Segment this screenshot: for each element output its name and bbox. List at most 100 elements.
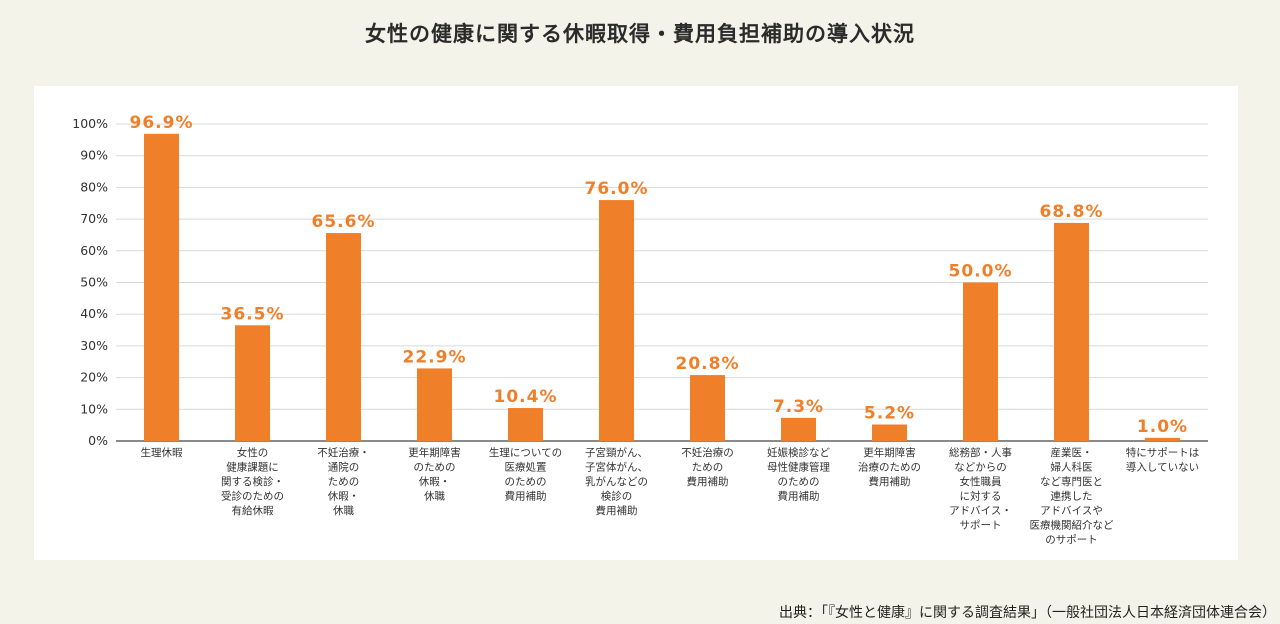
category-label-line: 子宮頸がん、	[585, 446, 648, 459]
y-tick-label: 90%	[80, 148, 108, 163]
category-label-line: 総務部・人事	[949, 446, 1012, 459]
category-label-line: 医療処置	[505, 461, 547, 474]
value-label: 68.8%	[1040, 202, 1104, 222]
bar	[1054, 222, 1089, 441]
category-label-line: 生理休暇	[141, 446, 183, 459]
bar	[599, 200, 634, 441]
category-label-line: アドバイスや	[1040, 505, 1103, 517]
category-label-line: 妊娠検診など	[767, 446, 830, 459]
value-label: 96.9%	[130, 113, 194, 133]
category-label-line: 女性職員	[960, 475, 1002, 488]
category-label-line: 医療機関紹介など	[1030, 519, 1114, 532]
category-label-line: 受診のための	[221, 490, 284, 503]
category-label: 妊娠検診など母性健康管理のための費用補助	[767, 446, 830, 503]
category-label-line: 生理についての	[489, 446, 562, 459]
y-tick-label: 0%	[88, 433, 108, 448]
y-tick-label: 80%	[80, 179, 108, 194]
category-label-line: 休職	[424, 491, 445, 503]
category-label-line: サポート	[960, 520, 1002, 532]
y-tick-label: 60%	[80, 243, 108, 258]
category-label-line: 導入していない	[1126, 461, 1199, 474]
category-label-line: ための	[328, 476, 360, 488]
bar-chart: 0% 10% 20% 30% 40% 50% 60% 70% 80% 90% 100% 96.9% 生理…	[72, 113, 1208, 546]
value-label: 1.0%	[1137, 417, 1188, 437]
category-label: 不妊治療のための費用補助	[681, 446, 734, 488]
category-label-line: 更年期障害	[408, 446, 461, 459]
category-label-line: ための	[692, 462, 724, 474]
category-label-line: アドバイス・	[949, 505, 1012, 517]
source-citation: 出典：「『女性と健康』に関する調査結果」（一般社団法人日本経済団体連合会）	[779, 605, 1276, 621]
category-label-line: 不妊治療・	[317, 446, 370, 459]
category-label-line: に対する	[960, 490, 1002, 503]
category-label-line: 関する検診・	[221, 475, 284, 488]
category-label-line: などからの	[954, 462, 1007, 474]
category-label: 子宮頸がん、子宮体がん、乳がんなどの検診の費用補助	[585, 446, 648, 517]
bar	[872, 424, 907, 441]
value-label: 50.0%	[949, 262, 1013, 282]
bar	[963, 282, 998, 441]
category-label-line: 費用補助	[596, 504, 638, 517]
category-label-line: 費用補助	[869, 475, 911, 488]
category-label-line: 女性の	[237, 446, 269, 459]
value-label: 22.9%	[403, 347, 467, 367]
bar	[417, 368, 452, 441]
category-label-line: のサポート	[1045, 534, 1098, 546]
y-tick-label: 100%	[72, 116, 108, 131]
category-label-line: のための	[505, 476, 547, 488]
bar	[508, 408, 543, 441]
category-label-line: 更年期障害	[863, 446, 916, 459]
category-label-line: 通院の	[328, 461, 360, 474]
bar	[781, 417, 816, 441]
category-label: 女性の健康課題に関する検診・受診のための有給休暇	[221, 446, 284, 517]
bar	[1145, 437, 1180, 441]
category-label: 不妊治療・通院のための休暇・休職	[317, 446, 370, 517]
category-label-line: 費用補助	[505, 490, 547, 503]
bar	[690, 375, 725, 441]
chart-title: 女性の健康に関する休暇取得・費用負担補助の導入状況	[365, 22, 915, 46]
category-label-line: 母性健康管理	[767, 461, 830, 474]
y-tick-label: 20%	[80, 370, 108, 385]
value-label: 5.2%	[864, 404, 915, 424]
value-label: 76.0%	[585, 179, 649, 199]
category-label-line: 休暇・	[328, 491, 360, 503]
category-label-line: 特にサポートは	[1126, 447, 1200, 459]
category-label-line: のための	[414, 462, 456, 474]
value-label: 65.6%	[312, 212, 376, 232]
category-label-line: 健康課題に	[226, 461, 279, 474]
category-label-line: 有給休暇	[232, 504, 274, 517]
category-label-line: のための	[778, 476, 820, 488]
category-label-line: 治療のための	[858, 461, 921, 474]
category-label-line: 費用補助	[687, 475, 729, 488]
value-label: 36.5%	[221, 304, 285, 324]
y-tick-label: 30%	[80, 338, 108, 353]
category-label: 産業医・婦人科医など専門医と連携したアドバイスや医療機関紹介などのサポート	[1030, 446, 1114, 546]
y-tick-label: 40%	[80, 306, 108, 321]
chart-panel: 0% 10% 20% 30% 40% 50% 60% 70% 80% 90% 100% 96.9% 生理…	[34, 86, 1238, 560]
bar	[326, 233, 361, 441]
category-label-line: 乳がんなどの	[585, 475, 648, 488]
category-label: 総務部・人事などからの女性職員に対するアドバイス・サポート	[949, 446, 1012, 532]
category-label: 生理休暇	[141, 446, 183, 459]
bar	[235, 325, 270, 441]
category-label-line: 婦人科医	[1051, 461, 1093, 474]
value-label: 10.4%	[494, 387, 558, 407]
category-label: 更年期障害のための休暇・休職	[408, 446, 461, 503]
category-label-line: 子宮体がん、	[585, 461, 648, 474]
y-tick-label: 10%	[80, 401, 108, 416]
y-tick-label: 70%	[80, 211, 108, 226]
category-label: 生理についての医療処置のための費用補助	[489, 446, 562, 503]
value-label: 7.3%	[773, 397, 824, 417]
category-label-line: 休暇・	[419, 476, 451, 488]
category-label-line: 産業医・	[1051, 446, 1093, 459]
bar	[144, 133, 179, 441]
category-label-line: など専門医と	[1040, 476, 1103, 488]
category-label-line: 費用補助	[778, 490, 820, 503]
category-label-line: 休職	[333, 505, 354, 517]
category-label-line: 不妊治療の	[681, 446, 734, 459]
category-label: 更年期障害治療のための費用補助	[858, 446, 921, 488]
category-label-line: 連携した	[1051, 490, 1093, 503]
y-tick-label: 50%	[80, 275, 108, 290]
value-label: 20.8%	[676, 354, 740, 374]
category-label-line: 検診の	[601, 490, 633, 503]
